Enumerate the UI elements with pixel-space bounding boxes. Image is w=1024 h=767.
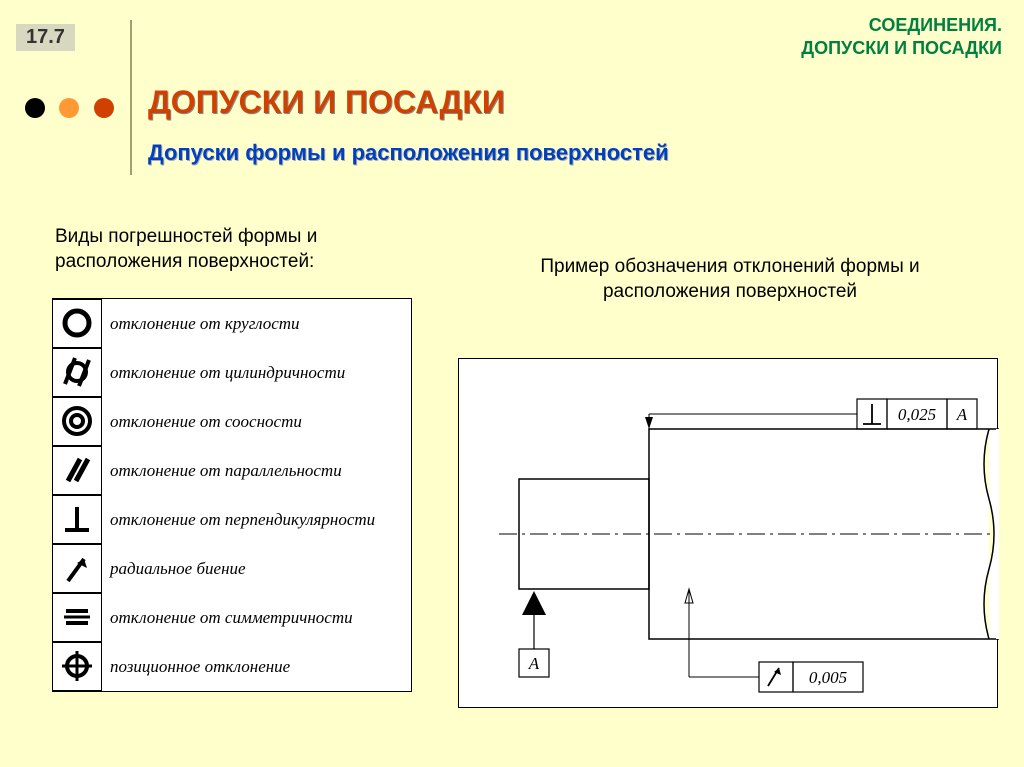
svg-text:А: А xyxy=(528,654,540,673)
symbol-label: отклонение от цилиндричности xyxy=(102,363,411,383)
dot-3 xyxy=(94,98,114,118)
dot-2 xyxy=(59,98,79,118)
right-caption: Пример обозначения отклонений формы и ра… xyxy=(530,255,930,304)
perpendicularity-icon xyxy=(52,495,102,544)
table-row: отклонение от круглости xyxy=(53,299,411,348)
runout-icon xyxy=(52,544,102,593)
svg-text:0,005: 0,005 xyxy=(809,668,847,687)
header-category: СОЕДИНЕНИЯ. ДОПУСКИ И ПОСАДКИ xyxy=(801,14,1002,61)
parallelism-icon xyxy=(52,446,102,495)
symbol-table: отклонение от круглости отклонение от ци… xyxy=(52,298,412,692)
table-row: отклонение от соосности xyxy=(53,397,411,446)
cylindricity-icon xyxy=(52,348,102,397)
vertical-rule xyxy=(130,20,132,175)
symbol-label: отклонение от симметричности xyxy=(102,608,411,628)
table-row: радиальное биение xyxy=(53,544,411,593)
example-drawing: 0,025 А А 0,005 xyxy=(458,358,998,708)
symbol-label: отклонение от перпендикулярности xyxy=(102,510,411,530)
table-row: отклонение от симметричности xyxy=(53,593,411,642)
symbol-label: отклонение от параллельности xyxy=(102,461,411,481)
symbol-label: отклонение от круглости xyxy=(102,314,411,334)
circularity-icon xyxy=(52,299,102,348)
symmetry-icon xyxy=(52,593,102,642)
subtitle: Допуски формы и расположения поверхносте… xyxy=(148,140,669,166)
left-caption: Виды погрешностей формы и расположения п… xyxy=(55,225,415,274)
svg-text:0,025: 0,025 xyxy=(898,405,936,424)
svg-text:А: А xyxy=(956,405,968,424)
symbol-label: отклонение от соосности xyxy=(102,412,411,432)
dot-1 xyxy=(25,98,45,118)
symbol-label: позиционное отклонение xyxy=(102,657,411,677)
bullet-dots xyxy=(25,98,124,123)
position-icon xyxy=(52,642,102,691)
table-row: отклонение от параллельности xyxy=(53,446,411,495)
table-row: отклонение от цилиндричности xyxy=(53,348,411,397)
drawing-svg: 0,025 А А 0,005 xyxy=(459,359,999,709)
table-row: позиционное отклонение xyxy=(53,642,411,691)
main-title: ДОПУСКИ И ПОСАДКИ xyxy=(148,84,505,121)
header-line1: СОЕДИНЕНИЯ. xyxy=(801,14,1002,37)
symbol-label: радиальное биение xyxy=(102,559,411,579)
header-line2: ДОПУСКИ И ПОСАДКИ xyxy=(801,37,1002,60)
table-row: отклонение от перпендикулярности xyxy=(53,495,411,544)
page-number: 17.7 xyxy=(16,24,75,51)
concentricity-icon xyxy=(52,397,102,446)
